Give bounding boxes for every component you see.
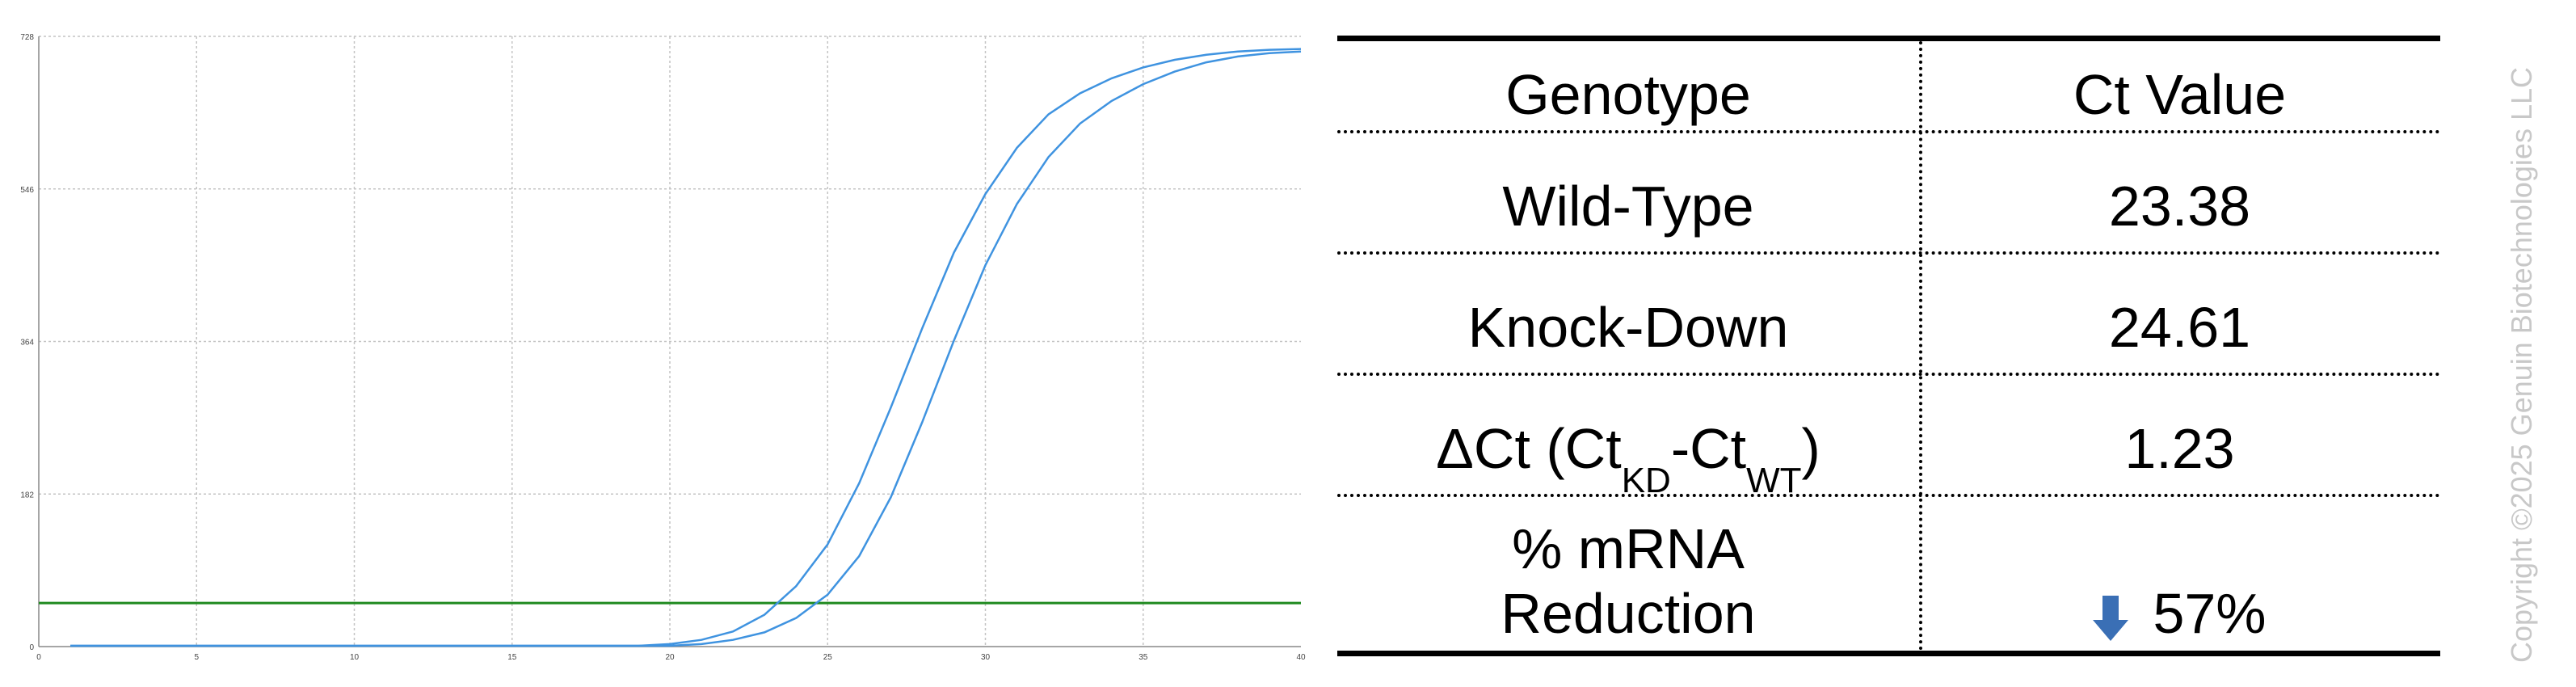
amplification-curve-1 — [70, 48, 1302, 647]
x-tick-label: 5 — [194, 653, 199, 662]
row-value-delta-ct: 1.23 — [2124, 417, 2235, 480]
y-tick-label: 546 — [20, 186, 34, 195]
amplification-curve-2 — [70, 50, 1302, 647]
x-tick-label: 15 — [507, 653, 517, 662]
reduction-value: 57% — [2153, 582, 2267, 645]
table-row-knock-down: Knock-Down 24.61 — [1337, 251, 2440, 373]
table-row-wild-type: Wild-Type 23.38 — [1337, 130, 2440, 251]
delta-ct-prefix: ΔCt (Ct — [1436, 417, 1622, 480]
amplification-chart: 0 5 10 15 20 25 30 35 40 0 182 364 546 728 — [20, 33, 1306, 662]
reduction-label-line1: % mRNA — [1512, 517, 1745, 580]
row-label-reduction: % mRNA Reduction — [1337, 497, 1919, 651]
row-value-reduction: 57% — [1919, 497, 2440, 651]
y-tick-label: 364 — [20, 339, 34, 348]
row-value-wild-type: 23.38 — [2108, 175, 2251, 238]
reduction-label-line2: Reduction — [1501, 582, 1756, 645]
x-tick-label: 30 — [981, 653, 991, 662]
x-tick-label: 25 — [823, 653, 833, 662]
row-label-delta-ct: ΔCt (Ct KD -Ct WT) — [1436, 417, 1820, 500]
y-tick-label: 0 — [29, 643, 34, 652]
x-tick-label: 0 — [36, 653, 41, 662]
copyright-watermark: Copyright ©2025 Genuin Biotechnologies L… — [2505, 67, 2538, 663]
column-divider — [1919, 41, 1922, 651]
x-tick-label: 20 — [665, 653, 675, 662]
delta-ct-suffix: ) — [1801, 417, 1820, 480]
row-label-knock-down: Knock-Down — [1467, 296, 1789, 359]
amplification-plot: 0 5 10 15 20 25 30 35 40 0 182 364 546 728 — [20, 33, 1306, 662]
table-header-row: Genotype Ct Value — [1337, 41, 2440, 130]
row-label-wild-type: Wild-Type — [1502, 175, 1754, 238]
y-tick-label: 182 — [20, 491, 34, 499]
arrow-down-icon — [2093, 596, 2129, 641]
header-ct-value: Ct Value — [2073, 63, 2287, 126]
delta-ct-mid: -Ct — [1670, 417, 1747, 480]
x-tick-label: 35 — [1139, 653, 1148, 662]
row-value-knock-down: 24.61 — [2108, 296, 2251, 359]
results-table: Genotype Ct Value Wild-Type 23.38 Knock-… — [1337, 36, 2440, 656]
table-row-delta-ct: ΔCt (Ct KD -Ct WT) 1.23 — [1337, 373, 2440, 500]
table-row-reduction: % mRNA Reduction 57% — [1337, 494, 2440, 651]
header-genotype: Genotype — [1505, 63, 1751, 126]
x-tick-label: 40 — [1296, 653, 1306, 662]
x-tick-label: 10 — [350, 653, 360, 662]
y-tick-label: 728 — [20, 33, 34, 42]
